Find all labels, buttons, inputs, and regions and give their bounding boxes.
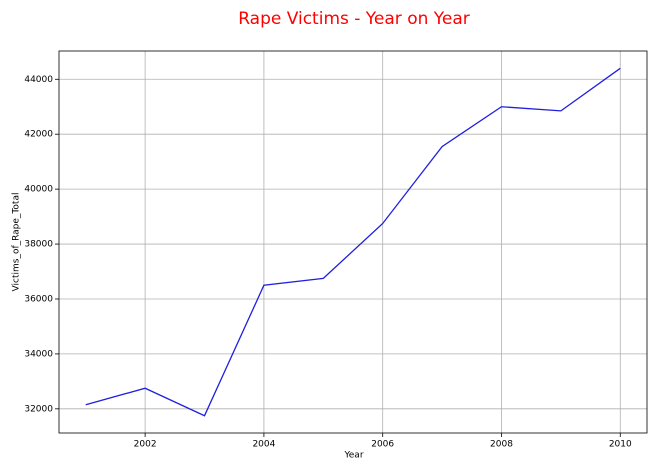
y-tick-label: 32000 (24, 404, 53, 414)
y-tick-label: 38000 (24, 240, 53, 250)
x-axis-label: Year (343, 451, 363, 459)
x-tick-label: 2006 (371, 440, 394, 450)
plot-frame (58, 50, 648, 434)
x-tick-label: 2008 (490, 440, 513, 450)
chart-title: Rape Victims - Year on Year (238, 9, 470, 29)
y-axis-label: Victims_of_Rape_Total (12, 193, 22, 292)
y-tick-label: 42000 (24, 130, 53, 140)
x-tick-label: 2010 (609, 440, 632, 450)
data-line (85, 67, 621, 417)
x-tick-label: 2002 (134, 440, 157, 450)
y-tick-label: 40000 (24, 185, 53, 195)
y-tick-label: 44000 (24, 75, 53, 85)
x-tick-label: 2004 (252, 440, 275, 450)
y-tick-label: 36000 (24, 294, 53, 304)
y-tick-label: 34000 (24, 349, 53, 359)
